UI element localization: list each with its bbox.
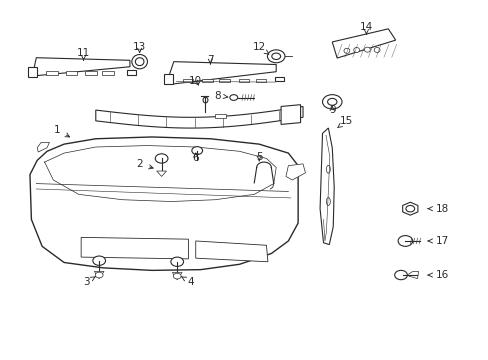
FancyBboxPatch shape bbox=[202, 78, 212, 82]
Circle shape bbox=[95, 272, 103, 278]
Circle shape bbox=[93, 256, 105, 265]
Text: 9: 9 bbox=[328, 105, 335, 115]
Ellipse shape bbox=[229, 95, 237, 100]
Ellipse shape bbox=[373, 48, 379, 53]
FancyBboxPatch shape bbox=[65, 71, 77, 75]
Ellipse shape bbox=[327, 98, 336, 105]
Polygon shape bbox=[34, 58, 130, 76]
Ellipse shape bbox=[267, 50, 285, 63]
Text: 6: 6 bbox=[192, 153, 199, 163]
FancyBboxPatch shape bbox=[85, 71, 97, 75]
Polygon shape bbox=[408, 271, 418, 279]
Circle shape bbox=[405, 206, 414, 212]
Text: 18: 18 bbox=[427, 204, 447, 214]
Ellipse shape bbox=[364, 47, 369, 52]
Text: 10: 10 bbox=[189, 76, 202, 86]
Ellipse shape bbox=[343, 48, 349, 53]
Polygon shape bbox=[81, 237, 188, 259]
FancyBboxPatch shape bbox=[219, 78, 229, 82]
Text: 7: 7 bbox=[206, 55, 213, 65]
Polygon shape bbox=[96, 107, 303, 128]
Text: 1: 1 bbox=[53, 125, 69, 137]
Ellipse shape bbox=[353, 48, 359, 53]
Ellipse shape bbox=[135, 58, 143, 66]
Polygon shape bbox=[94, 271, 104, 279]
FancyBboxPatch shape bbox=[28, 67, 37, 77]
Ellipse shape bbox=[271, 53, 280, 59]
Text: 12: 12 bbox=[252, 42, 268, 54]
FancyBboxPatch shape bbox=[255, 78, 266, 82]
FancyBboxPatch shape bbox=[163, 74, 172, 84]
Text: 8: 8 bbox=[214, 91, 227, 101]
Polygon shape bbox=[320, 128, 333, 244]
Text: 15: 15 bbox=[337, 116, 353, 128]
FancyBboxPatch shape bbox=[102, 71, 114, 75]
Ellipse shape bbox=[326, 165, 330, 173]
FancyBboxPatch shape bbox=[182, 78, 193, 82]
FancyBboxPatch shape bbox=[275, 77, 284, 81]
Polygon shape bbox=[37, 142, 49, 152]
Polygon shape bbox=[281, 105, 300, 125]
Polygon shape bbox=[331, 29, 395, 58]
Text: 17: 17 bbox=[427, 236, 447, 246]
Circle shape bbox=[397, 235, 412, 246]
Circle shape bbox=[170, 257, 183, 266]
Ellipse shape bbox=[203, 97, 207, 103]
Text: 14: 14 bbox=[359, 22, 372, 34]
Polygon shape bbox=[285, 164, 305, 180]
Text: 16: 16 bbox=[427, 270, 447, 280]
Ellipse shape bbox=[322, 95, 341, 109]
Text: 4: 4 bbox=[181, 276, 194, 287]
Ellipse shape bbox=[132, 54, 147, 69]
Text: 13: 13 bbox=[133, 42, 146, 53]
FancyBboxPatch shape bbox=[127, 71, 136, 75]
Ellipse shape bbox=[326, 198, 330, 206]
Polygon shape bbox=[30, 137, 298, 270]
Polygon shape bbox=[157, 171, 166, 176]
FancyBboxPatch shape bbox=[238, 78, 249, 82]
Circle shape bbox=[394, 270, 407, 280]
Text: 2: 2 bbox=[136, 159, 153, 169]
Text: 3: 3 bbox=[82, 276, 96, 287]
Polygon shape bbox=[172, 273, 182, 280]
Circle shape bbox=[191, 147, 202, 154]
Polygon shape bbox=[195, 241, 267, 262]
Polygon shape bbox=[168, 62, 276, 84]
Text: 11: 11 bbox=[77, 48, 90, 60]
FancyBboxPatch shape bbox=[46, 71, 58, 75]
Circle shape bbox=[173, 273, 181, 279]
Polygon shape bbox=[402, 202, 417, 215]
Text: 5: 5 bbox=[255, 152, 262, 162]
FancyBboxPatch shape bbox=[215, 114, 225, 118]
Circle shape bbox=[155, 154, 167, 163]
